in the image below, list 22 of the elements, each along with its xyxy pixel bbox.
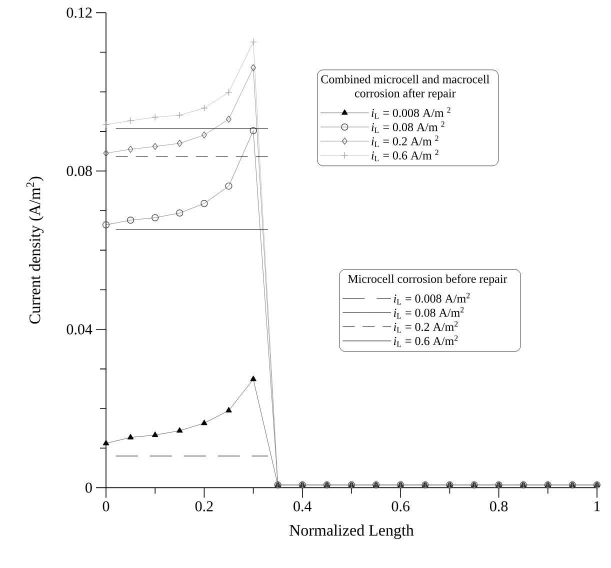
x-axis-title: Normalized Length — [290, 524, 414, 540]
x-tick-label: 0.8 — [490, 501, 508, 512]
y-tick-label: 0.08 — [66, 166, 92, 176]
x-tick-label: 1 — [594, 501, 600, 512]
legend-label: i$_{L}$ = 0.08 A/m $^{2}$ — [372, 121, 444, 133]
legend-label: i$_{L}$ = 0.08 A/m$^{2}$ — [394, 307, 464, 318]
x-tick-label: 0.6 — [392, 501, 410, 512]
y-axis-title: Current density (A/m$^{2}$) — [26, 176, 44, 324]
y-tick-label: 0.12 — [66, 8, 92, 18]
legend-label: i$_{L}$ = 0.2 A/m$^{2}$ — [394, 321, 458, 333]
x-tick-label: 0 — [102, 501, 110, 512]
y-tick-label: 0 — [86, 482, 92, 493]
legend-title: Combined microcell and macrocell corrosion after repair — [321, 74, 490, 100]
legend-label: i$_{L}$ = 0.6 A/m$^{2}$ — [394, 335, 458, 347]
legend-label: i$_{L}$ = 0.2 A/m $^{2}$ — [372, 136, 438, 148]
x-tick-label: 0.4 — [294, 501, 312, 512]
y-tick-label: 0.04 — [66, 324, 92, 334]
legend-label: i$_{L}$ = 0.008 A/m$^{2}$ — [394, 292, 470, 304]
x-tick-label: 0.2 — [195, 501, 213, 512]
annotation: Microcell corrosion before repair — [348, 274, 508, 286]
legend-label: i$_{L}$ = 0.008 A/m $^{2}$ — [372, 107, 450, 119]
legend-label: i$_{L}$ = 0.6 A/m $^{2}$ — [372, 150, 438, 162]
